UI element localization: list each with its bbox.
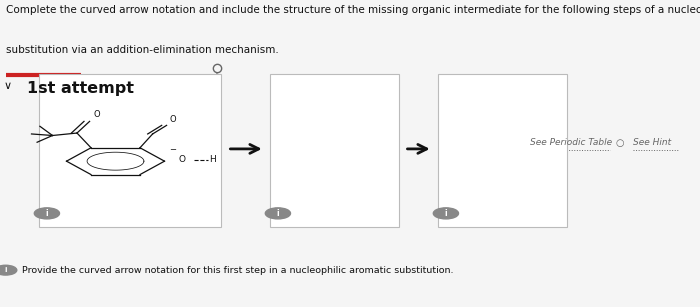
FancyBboxPatch shape xyxy=(270,74,399,227)
FancyBboxPatch shape xyxy=(438,74,567,227)
Circle shape xyxy=(265,208,290,219)
Text: See Periodic Table: See Periodic Table xyxy=(530,138,612,147)
FancyBboxPatch shape xyxy=(38,74,220,227)
Text: O: O xyxy=(169,115,176,123)
Circle shape xyxy=(433,208,459,219)
Text: O: O xyxy=(178,155,186,164)
Text: ○: ○ xyxy=(615,138,624,148)
Text: O: O xyxy=(93,110,99,119)
Text: H: H xyxy=(209,155,216,164)
Text: 1st attempt: 1st attempt xyxy=(27,81,134,96)
Text: ∨: ∨ xyxy=(4,81,12,91)
Text: See Hint: See Hint xyxy=(633,138,671,147)
Text: Complete the curved arrow notation and include the structure of the missing orga: Complete the curved arrow notation and i… xyxy=(6,5,700,15)
Text: i: i xyxy=(444,209,447,218)
FancyBboxPatch shape xyxy=(517,140,524,149)
FancyBboxPatch shape xyxy=(500,140,507,147)
Text: i: i xyxy=(4,267,7,273)
Text: substitution via an addition-elimination mechanism.: substitution via an addition-elimination… xyxy=(6,45,279,55)
Text: i: i xyxy=(276,209,279,218)
Circle shape xyxy=(0,265,17,275)
Text: Provide the curved arrow notation for this first step in a nucleophilic aromatic: Provide the curved arrow notation for th… xyxy=(22,266,454,274)
FancyBboxPatch shape xyxy=(509,140,515,151)
Text: i: i xyxy=(46,209,48,218)
Text: −: − xyxy=(169,145,176,154)
Circle shape xyxy=(34,208,60,219)
